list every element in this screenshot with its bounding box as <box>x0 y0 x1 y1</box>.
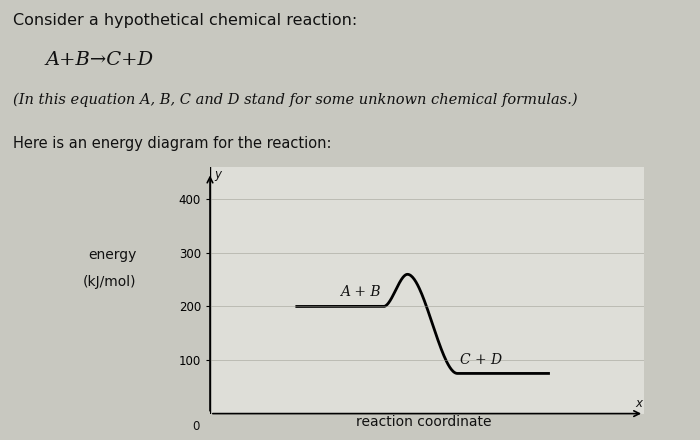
Text: C + D: C + D <box>460 353 502 367</box>
Text: x: x <box>635 397 642 410</box>
Text: (kJ/mol): (kJ/mol) <box>83 275 136 289</box>
Text: y: y <box>214 169 221 181</box>
Text: Consider a hypothetical chemical reaction:: Consider a hypothetical chemical reactio… <box>13 13 357 28</box>
Text: (In this equation A, B, C and D stand for some unknown chemical formulas.): (In this equation A, B, C and D stand fo… <box>13 92 578 107</box>
Text: energy: energy <box>88 248 136 262</box>
Text: A + B: A + B <box>340 285 381 299</box>
Text: Here is an energy diagram for the reaction:: Here is an energy diagram for the reacti… <box>13 136 331 151</box>
Text: reaction coordinate: reaction coordinate <box>356 415 491 429</box>
Text: A+B→C+D: A+B→C+D <box>46 51 153 69</box>
Text: 0: 0 <box>192 420 199 433</box>
